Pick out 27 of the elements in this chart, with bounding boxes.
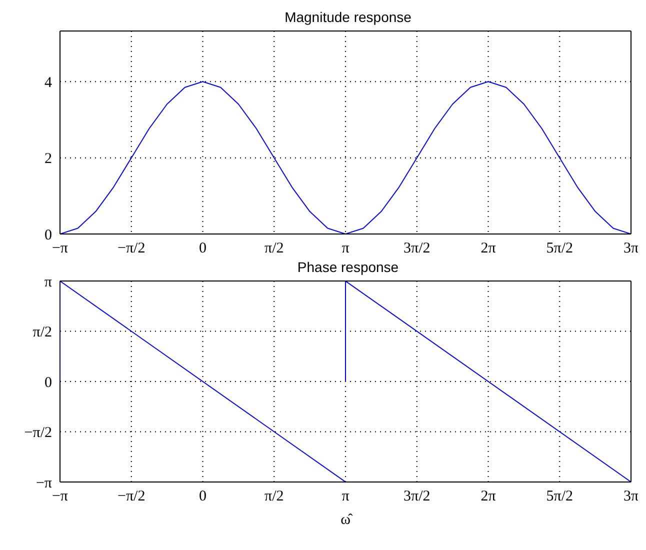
- y-tick-label: π/2: [32, 324, 52, 341]
- x-tick-label: 5π/2: [546, 240, 573, 257]
- x-tick-label: π/2: [264, 488, 284, 505]
- x-tick-label: −π/2: [118, 488, 146, 505]
- chart-title: Phase response: [296, 258, 400, 276]
- x-axis-title: ω̂: [340, 512, 354, 528]
- x-tick-label: 2π: [480, 240, 496, 257]
- chart-title: Magnitude response: [284, 8, 412, 26]
- y-tick-label: −π/2: [24, 425, 52, 442]
- x-tick-label: 5π/2: [546, 488, 573, 505]
- x-tick-label: 2π: [480, 488, 496, 505]
- x-tick-label: 0: [199, 240, 206, 257]
- y-tick-label: −π: [36, 475, 52, 492]
- x-tick-label: 3π: [623, 488, 639, 505]
- x-tick-label: π: [342, 240, 350, 257]
- x-tick-label: 3π: [623, 240, 639, 257]
- x-tick-label: 0: [199, 488, 206, 505]
- x-tick-label: 3π/2: [404, 488, 430, 505]
- y-tick-label: 0: [44, 227, 52, 244]
- x-tick-label: 3π/2: [404, 240, 430, 257]
- x-tick-label: π: [342, 488, 350, 505]
- x-tick-label: −π/2: [118, 240, 146, 257]
- y-tick-label: 4: [44, 74, 52, 91]
- y-tick-label: π: [44, 274, 52, 290]
- x-tick-label: π/2: [264, 240, 284, 257]
- y-tick-label: 0: [44, 374, 52, 391]
- y-tick-label: 2: [44, 151, 52, 168]
